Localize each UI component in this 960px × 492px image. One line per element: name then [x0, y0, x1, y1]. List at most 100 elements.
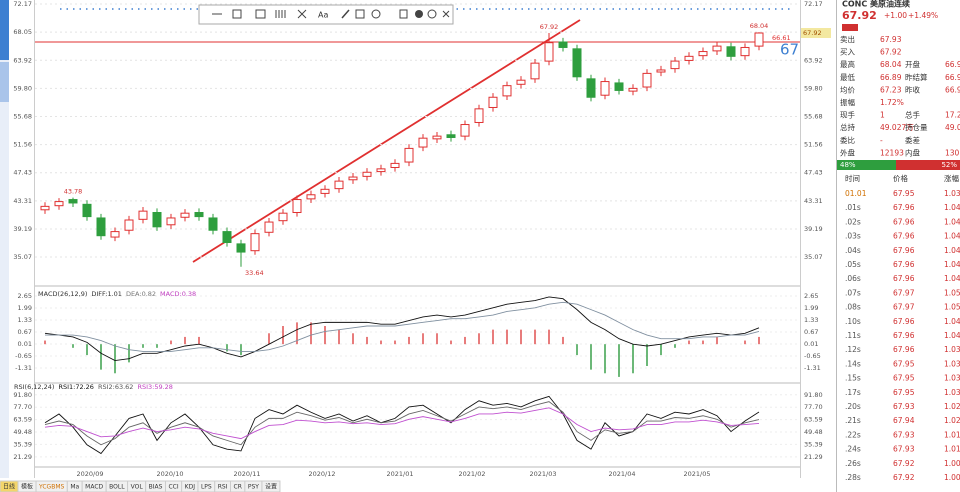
y-tick-label: 63.59 — [804, 416, 823, 424]
candle-body — [432, 135, 442, 140]
dea-line — [45, 301, 760, 352]
x-tick-label: 2020/11 — [233, 470, 260, 478]
tool-settings[interactable] — [427, 9, 437, 19]
tab[interactable]: KDJ — [181, 480, 199, 492]
tick-cell: 67.93 — [893, 430, 915, 439]
tool-delete[interactable] — [399, 9, 408, 19]
tick-cell: 67.96 — [893, 317, 915, 326]
row-value: 49.027万 — [880, 123, 914, 132]
y-tick-label: 68.05 — [13, 28, 32, 36]
tick-cell: .11s — [845, 331, 861, 340]
panel-border — [836, 0, 837, 492]
tab[interactable]: VOL — [127, 480, 147, 492]
candle-body — [376, 168, 386, 173]
row-value: 67.92 — [880, 48, 902, 57]
tick-cell: 1.00 — [944, 459, 960, 468]
candle-body — [698, 51, 708, 57]
tick-cell: 1.05 — [944, 303, 960, 312]
tick-cell: 67.96 — [893, 203, 915, 212]
tab[interactable]: 模板 — [17, 480, 37, 492]
tool-fib[interactable] — [275, 10, 286, 18]
tab-label: PSY — [248, 484, 259, 491]
tick-cell: 67.95 — [893, 359, 915, 368]
tab-label: RSI — [218, 484, 228, 491]
right-axis-border — [800, 0, 801, 478]
rsi-line — [44, 401, 760, 446]
tab-label: LPS — [201, 484, 212, 491]
tick-cell: .10s — [845, 317, 861, 326]
tool-text[interactable]: Aa — [318, 11, 328, 20]
y-tick-label: 2.65 — [18, 292, 32, 300]
tick-cell: 1.03 — [944, 345, 960, 354]
overlay-text: 67 — [780, 41, 799, 59]
x-tick-label: 2021/01 — [386, 470, 413, 478]
y-tick-label: 51.56 — [13, 141, 32, 149]
tool-box[interactable] — [255, 9, 266, 19]
buy-bar — [837, 160, 896, 170]
row-label: 内盘 — [905, 147, 920, 157]
trend-line — [192, 19, 581, 263]
candle-body — [446, 134, 456, 138]
row-label: 均价 — [840, 84, 855, 94]
side-tab[interactable] — [0, 0, 9, 60]
tab[interactable]: LPS — [197, 480, 216, 492]
left-axis-border — [34, 0, 35, 478]
y-tick-label: 63.92 — [804, 56, 823, 64]
candle-body — [726, 46, 736, 57]
candle-body — [474, 108, 484, 123]
candle-body — [208, 217, 218, 231]
tab[interactable]: PSY — [244, 480, 263, 492]
tool-rect[interactable] — [232, 9, 242, 19]
tab[interactable]: MACD — [81, 480, 107, 492]
candle-body — [278, 212, 288, 222]
tick-cell: 67.96 — [893, 274, 915, 283]
y-tick-label: 35.07 — [13, 253, 32, 261]
y-tick-label: -1.31 — [15, 364, 32, 372]
tab[interactable]: CR — [230, 480, 246, 492]
tick-cell: .02s — [845, 217, 861, 226]
tab[interactable]: BOLL — [105, 480, 129, 492]
y-tick-label: 35.39 — [804, 440, 823, 448]
row-value: 67.93 — [880, 35, 902, 44]
tick-cell: .12s — [845, 345, 861, 354]
candle-body — [586, 78, 596, 98]
tick-cell: 67.92 — [893, 459, 915, 468]
candle-body — [292, 199, 302, 214]
macd-legend: MACD:0.38 — [160, 290, 196, 298]
candle-body — [362, 171, 372, 177]
tool-eye[interactable] — [415, 10, 423, 18]
tab[interactable]: 设置 — [261, 480, 281, 492]
y-tick-label: 72.17 — [804, 0, 823, 8]
candle-body — [250, 233, 260, 252]
row-label: 昨收 — [905, 84, 920, 94]
tab-label: VOL — [131, 484, 144, 491]
tick-cell: .03s — [845, 232, 861, 241]
candle-body — [628, 87, 638, 92]
tool-close[interactable] — [442, 10, 450, 18]
y-tick-label: 43.31 — [804, 197, 823, 205]
tool-pen[interactable] — [341, 9, 350, 19]
tab[interactable]: Ma — [66, 480, 83, 492]
y-tick-label: 77.70 — [804, 403, 823, 411]
candle-body — [334, 180, 344, 190]
candle-body — [656, 69, 666, 73]
row-value: 66.9 — [945, 60, 960, 69]
tool-lock[interactable] — [355, 9, 365, 19]
tab[interactable]: RSI — [214, 480, 231, 492]
tab[interactable]: YCGBMS — [35, 480, 68, 492]
side-tab[interactable] — [0, 62, 9, 102]
tick-cell: 1.04 — [944, 246, 960, 255]
rsi-legend: RSI3:59.28 — [137, 383, 173, 391]
tab[interactable]: CCI — [164, 480, 183, 492]
candle-body — [264, 221, 274, 233]
tick-cell: 1.02 — [944, 416, 960, 425]
candle-body — [138, 210, 148, 220]
tab[interactable]: BIAS — [145, 480, 166, 492]
tick-cell: .05s — [845, 260, 861, 269]
tick-cell: .17s — [845, 388, 861, 397]
tool-cross[interactable] — [297, 9, 307, 19]
tab[interactable]: 日线 — [0, 480, 19, 492]
row-label: 开盘 — [905, 59, 920, 69]
tick-header: 涨幅 — [944, 173, 959, 183]
tool-magnet[interactable] — [371, 9, 381, 19]
